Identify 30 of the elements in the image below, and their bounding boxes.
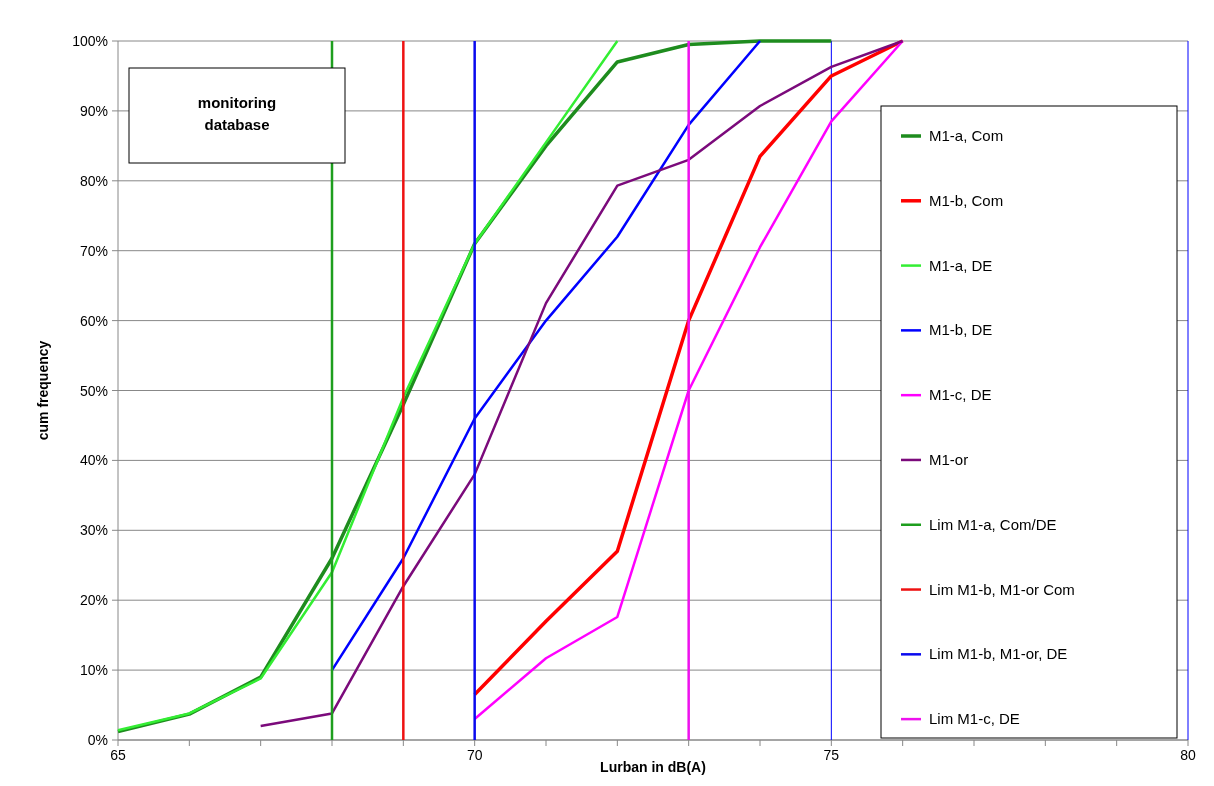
annotation: monitoring database	[197, 94, 277, 133]
y-tick-label: 70%	[79, 242, 108, 259]
y-tick-label: 60%	[79, 312, 108, 329]
legend-label: M1-b, Com	[929, 191, 1004, 209]
y-tick-label: 40%	[79, 452, 108, 469]
y-tick-label: 20%	[79, 592, 108, 609]
y-tick-label: 80%	[79, 172, 108, 189]
y-axis-title: cum frequency	[35, 340, 51, 441]
legend-label: Lim M1-b, M1-or, DE	[929, 645, 1068, 663]
y-tick-label: 30%	[79, 522, 108, 539]
legend-label: M1-a, Com	[929, 127, 1004, 144]
y-tick-label: 0%	[87, 732, 108, 748]
line-series	[116, 39, 619, 732]
legend-label: M1-or	[929, 450, 969, 468]
legend-label: M1-b, DE	[929, 321, 993, 339]
x-tick-label: 75	[823, 747, 840, 763]
legend-label: Lim M1-a, Com/DE	[929, 515, 1057, 533]
legend-label: M1-c, DE	[929, 386, 992, 404]
y-tick-label: 90%	[79, 102, 108, 119]
legend-label: M1-a, DE	[929, 256, 993, 274]
y-tick-label: 100%	[72, 33, 108, 49]
line-series	[330, 39, 762, 672]
legend-label: Lim M1-c, DE	[929, 710, 1020, 728]
x-tick-label: 65	[110, 747, 126, 763]
y-tick-label: 10%	[79, 662, 108, 679]
y-tick-label: 50%	[79, 382, 108, 399]
x-tick-label: 70	[466, 747, 483, 763]
legend-label: Lim M1-b, M1-or Com	[929, 580, 1075, 598]
x-tick-label: 80	[1180, 747, 1196, 763]
x-axis-title: Lurban in dB(A)	[600, 759, 706, 775]
